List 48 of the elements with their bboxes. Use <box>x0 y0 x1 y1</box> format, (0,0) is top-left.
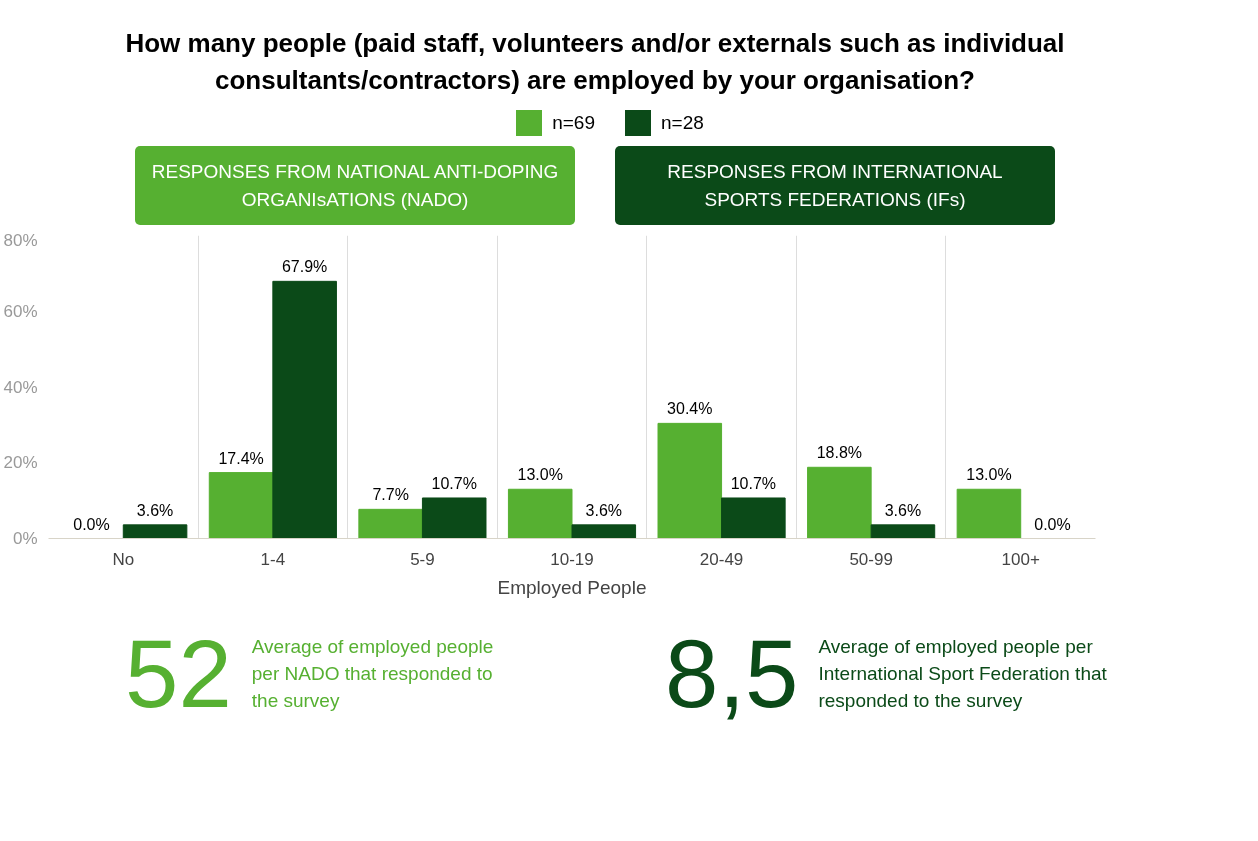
data-label: 3.6% <box>585 501 623 519</box>
bar <box>571 524 637 539</box>
text: RESPONSES FROM INTERNATIONAL SPORTS FEDERATIONS (IFs) <box>615 146 1055 225</box>
bar <box>956 488 1022 539</box>
text: 8,5 <box>665 619 799 727</box>
data-label: 13.0% <box>517 465 563 483</box>
text: 52 <box>125 619 232 727</box>
data-label: 30.4% <box>667 400 713 418</box>
text: Average of employed people per NADO that responded to the survey <box>251 634 495 713</box>
x-axis-title: Employed People <box>497 576 647 598</box>
bar <box>272 280 337 539</box>
x-tick-label: No <box>112 549 135 569</box>
data-label: 7.7% <box>372 486 409 504</box>
x-tick-label: 100+ <box>1001 549 1040 569</box>
bar <box>122 524 188 539</box>
chart-title: How many people (paid staff, volunteers and/or externals such as individual consultants/contractors) are employed by your organisation? <box>124 27 1066 98</box>
x-tick-label: 10-19 <box>550 549 594 569</box>
data-label: 13.0% <box>966 465 1012 483</box>
x-tick-label: 20-49 <box>699 549 744 569</box>
legend-label: n=69 <box>552 112 595 134</box>
bar <box>358 508 423 539</box>
x-tick-label: 1-4 <box>260 549 286 569</box>
bar <box>208 471 274 539</box>
data-label: 10.7% <box>431 474 477 492</box>
bar <box>657 422 723 539</box>
x-tick-label: 50-99 <box>849 549 893 569</box>
data-label: 67.9% <box>281 258 328 276</box>
bar <box>721 497 786 539</box>
text: RESPONSES FROM NATIONAL ANTI-DOPING ORGANIsATIONS (NADO) <box>135 146 575 225</box>
bar <box>507 488 573 539</box>
data-label: 0.0% <box>73 515 110 533</box>
y-tick-label: 20% <box>3 452 38 472</box>
y-tick-label: 80% <box>3 230 38 250</box>
data-label: 18.8% <box>816 444 863 461</box>
x-tick-label: 5-9 <box>410 549 435 569</box>
bar <box>807 466 872 539</box>
bar <box>870 524 936 539</box>
y-tick-label: 40% <box>3 377 38 397</box>
y-tick-label: 60% <box>3 301 38 321</box>
y-tick-label: 0% <box>12 528 38 548</box>
data-label: 0.0% <box>1034 515 1071 533</box>
data-label: 10.7% <box>730 474 777 492</box>
data-label: 17.4% <box>218 449 264 467</box>
text: Average of employed people per International Sport Federation that responded to the survey <box>818 634 1108 713</box>
legend-label: n=28 <box>661 112 704 134</box>
data-label: 3.6% <box>884 501 922 519</box>
bar <box>421 497 487 539</box>
data-label: 3.6% <box>136 501 174 519</box>
